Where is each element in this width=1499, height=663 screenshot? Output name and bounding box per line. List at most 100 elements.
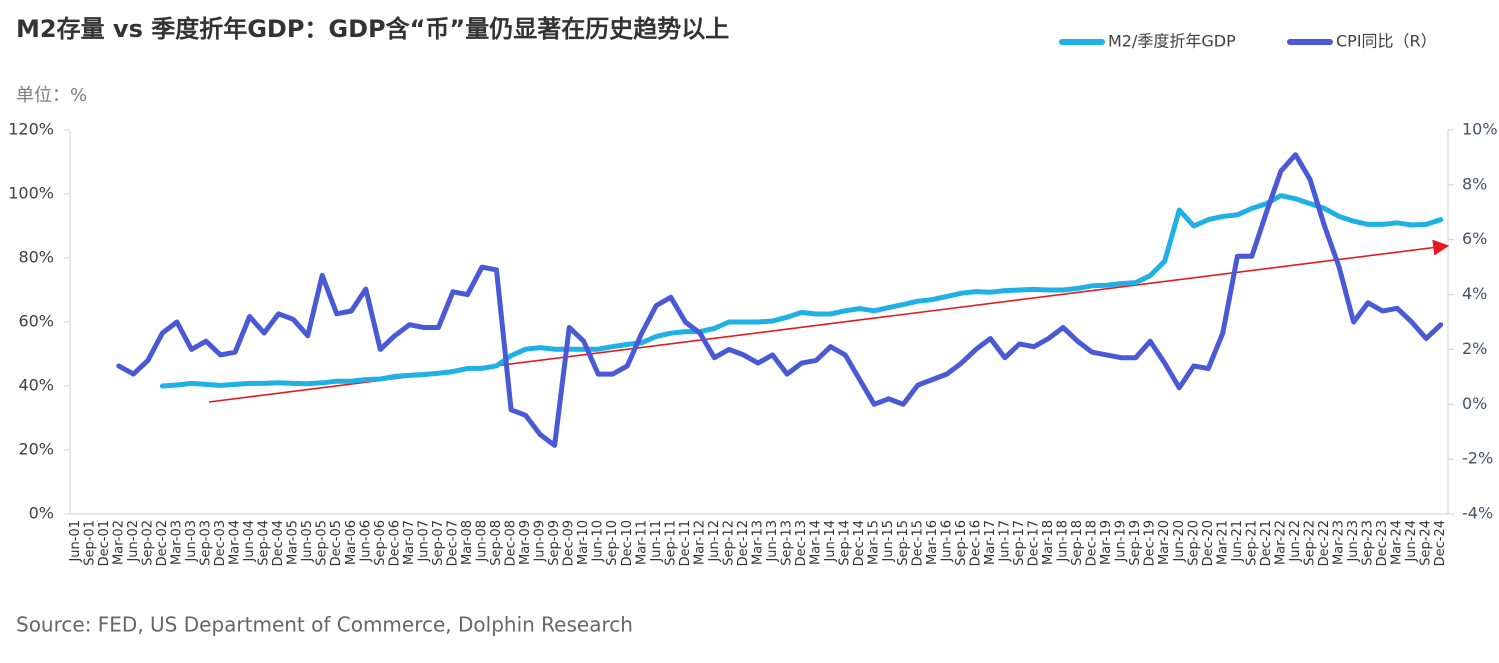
x-tick-label: Dec-19 [1143, 520, 1158, 566]
y2-tick-label: 4% [1462, 284, 1487, 303]
x-tick-label: Dec-01 [97, 520, 112, 566]
x-tick-label: Mar-18 [1041, 520, 1056, 565]
x-tick-label: Jun-08 [475, 520, 490, 563]
x-tick-label: Dec-21 [1259, 520, 1274, 566]
x-tick-label: Dec-18 [1085, 520, 1100, 566]
series-line [159, 193, 1444, 389]
chart-title: M2存量 vs 季度折年GDP：GDP含“币”量仍显著在历史趋势以上 [16, 15, 729, 43]
x-tick-label: Jun-10 [591, 520, 606, 563]
y-tick-label: 60% [18, 312, 54, 331]
x-tick-label: Sep-06 [373, 520, 388, 566]
x-tick-label: Mar-17 [983, 520, 998, 565]
x-tick-label: Mar-04 [228, 520, 243, 565]
x-tick-label: Sep-24 [1419, 520, 1434, 566]
y-tick-label: 20% [18, 440, 54, 459]
y2-tick-label: 0% [1462, 394, 1487, 413]
x-tick-label: Dec-22 [1317, 520, 1332, 566]
x-tick-label: Jun-11 [649, 520, 664, 563]
x-tick-label: Mar-06 [344, 520, 359, 565]
source: Source: FED, US Department of Commerce, … [16, 613, 633, 637]
x-tick-label: Mar-21 [1215, 520, 1230, 565]
x-tick-label: Sep-17 [1012, 520, 1027, 566]
y2-tick-label: 2% [1462, 339, 1487, 358]
x-tick-label: Sep-08 [489, 520, 504, 566]
y2-tick-label: 8% [1462, 174, 1487, 193]
x-tick-label: Jun-06 [358, 520, 373, 563]
x-tick-label: Mar-02 [111, 520, 126, 565]
x-tick-label: Sep-20 [1186, 520, 1201, 566]
x-tick-label: Mar-13 [751, 520, 766, 565]
x-tick-label: Dec-12 [736, 520, 751, 566]
x-tick-label: Dec-17 [1027, 520, 1042, 566]
x-tick-label: Sep-02 [140, 520, 155, 566]
unit-label: 单位：% [16, 85, 87, 106]
y-tick-label: 120% [8, 120, 54, 139]
x-tick-label: Mar-19 [1099, 520, 1114, 565]
x-tick-label: Sep-18 [1070, 520, 1085, 566]
x-tick-label: Mar-03 [169, 520, 184, 565]
x-tick-label: Dec-14 [852, 520, 867, 566]
x-tick-label: Sep-15 [896, 520, 911, 566]
x-tick-label: Sep-01 [82, 520, 97, 566]
x-tick-label: Mar-20 [1157, 520, 1172, 565]
x-tick-label: Mar-16 [925, 520, 940, 565]
legend: M2/季度折年GDP CPI同比（R） [1059, 32, 1437, 51]
legend-label: M2/季度折年GDP [1108, 32, 1236, 51]
x-tick-label: Dec-05 [329, 520, 344, 566]
x-tick-label: Jun-12 [707, 520, 722, 563]
x-tick-label: Mar-08 [460, 520, 475, 565]
x-tick-label: Sep-07 [431, 520, 446, 566]
x-tick-label: Jun-03 [184, 520, 199, 563]
x-tick-label: Mar-23 [1332, 520, 1347, 565]
y2-tick-label: 10% [1462, 120, 1498, 139]
x-tick-label: Sep-05 [315, 520, 330, 566]
x-tick-label: Sep-21 [1244, 520, 1259, 566]
x-tick-label: Jun-17 [997, 520, 1012, 563]
x-tick-label: Sep-16 [954, 520, 969, 566]
x-tick-label: Dec-03 [213, 520, 228, 566]
x-tick-label: Dec-10 [620, 520, 635, 566]
x-tick-label: Mar-24 [1390, 520, 1405, 565]
x-tick-label: Jun-23 [1346, 520, 1361, 563]
series-line [116, 152, 1444, 448]
x-tick-label: Jun-07 [416, 520, 431, 563]
x-tick-label: Sep-10 [605, 520, 620, 566]
x-tick-label: Dec-02 [155, 520, 170, 566]
x-tick-label: Jun-04 [242, 520, 257, 563]
x-tick-label: Dec-13 [794, 520, 809, 566]
x-tick-label: Sep-11 [663, 520, 678, 566]
x-tick-label: Sep-13 [780, 520, 795, 566]
x-tick-label: Jun-01 [68, 520, 83, 563]
x-tick-label: Sep-04 [257, 520, 272, 566]
x-tick-label: Mar-12 [692, 520, 707, 565]
x-tick-label: Mar-14 [809, 520, 824, 565]
x-tick-label: Jun-05 [300, 520, 315, 563]
x-tick-label: Sep-09 [547, 520, 562, 566]
y2-tick-label: 6% [1462, 229, 1487, 248]
x-tick-label: Mar-07 [402, 520, 417, 565]
x-tick-label: Sep-22 [1303, 520, 1318, 566]
x-tick-label: Jun-16 [939, 520, 954, 563]
x-tick-label: Mar-15 [867, 520, 882, 565]
x-tick-label: Sep-19 [1128, 520, 1143, 566]
x-tick-label: Dec-11 [678, 520, 693, 566]
x-tick-label: Mar-05 [286, 520, 301, 565]
x-tick-label: Dec-24 [1433, 520, 1448, 566]
x-tick-label: Jun-02 [126, 520, 141, 563]
x-tick-label: Jun-24 [1404, 520, 1419, 563]
x-tick-label: Jun-15 [881, 520, 896, 563]
x-tick-label: Jun-20 [1172, 520, 1187, 563]
x-tick-label: Jun-13 [765, 520, 780, 563]
x-tick-label: Dec-16 [968, 520, 983, 566]
x-tick-label: Sep-14 [838, 520, 853, 566]
y-tick-label: 0% [29, 504, 54, 523]
x-tick-label: Mar-22 [1273, 520, 1288, 565]
y-tick-label: 40% [18, 376, 54, 395]
y-tick-label: 100% [8, 184, 54, 203]
x-tick-label: Dec-04 [271, 520, 286, 566]
y2-tick-label: -2% [1462, 449, 1493, 468]
x-tick-label: Jun-22 [1288, 520, 1303, 563]
x-tick-label: Dec-06 [387, 520, 402, 566]
x-tick-label: Dec-15 [910, 520, 925, 566]
